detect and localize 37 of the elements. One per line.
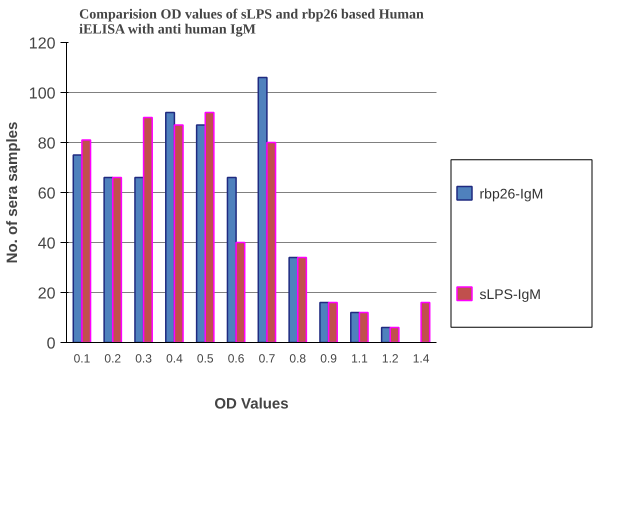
x-tick-label: 0.4 — [166, 352, 184, 366]
legend-label: sLPS-IgM — [480, 286, 541, 302]
bar — [297, 256, 308, 342]
y-tick-label: 0 — [46, 336, 56, 352]
x-axis-title: OD Values — [214, 396, 289, 412]
bar — [390, 326, 400, 342]
bar — [235, 242, 246, 342]
bar — [266, 142, 276, 342]
bar — [420, 302, 430, 342]
x-tick-label: 1.1 — [351, 352, 368, 366]
x-tick-label: 0.6 — [228, 352, 245, 366]
x-tick-label: 1.4 — [412, 352, 430, 366]
x-tick-label: 0.9 — [320, 352, 338, 366]
x-tick-label: 0.3 — [135, 352, 152, 366]
x-tick-label: 0.5 — [196, 352, 214, 366]
x-tick-label: 0.1 — [74, 352, 91, 366]
bar — [328, 302, 338, 342]
y-tick-label: 20 — [38, 286, 56, 302]
bar — [174, 124, 184, 342]
bar — [358, 312, 369, 342]
legend-label: rbp26-IgM — [480, 185, 544, 202]
y-tick-label: 120 — [28, 36, 56, 52]
chart-title: Comparision OD values of sLPS and rbp26 based Human iELISA with anti human IgM — [79, 8, 424, 38]
x-tick-label: 0.8 — [289, 352, 306, 366]
bar — [81, 139, 92, 342]
x-tick-label: 1.2 — [382, 352, 399, 366]
y-tick-label: 60 — [38, 186, 56, 202]
bar — [142, 116, 153, 342]
bar — [226, 176, 237, 342]
x-tick-label: 0.7 — [258, 352, 276, 366]
x-tick-label: 0.2 — [104, 352, 122, 366]
y-tick-label: 80 — [38, 136, 56, 152]
bar — [112, 176, 122, 342]
bar — [204, 112, 215, 342]
y-axis-title: No. of sera samples — [4, 122, 21, 264]
y-tick-label: 40 — [38, 236, 56, 252]
y-tick-label: 100 — [28, 86, 56, 102]
